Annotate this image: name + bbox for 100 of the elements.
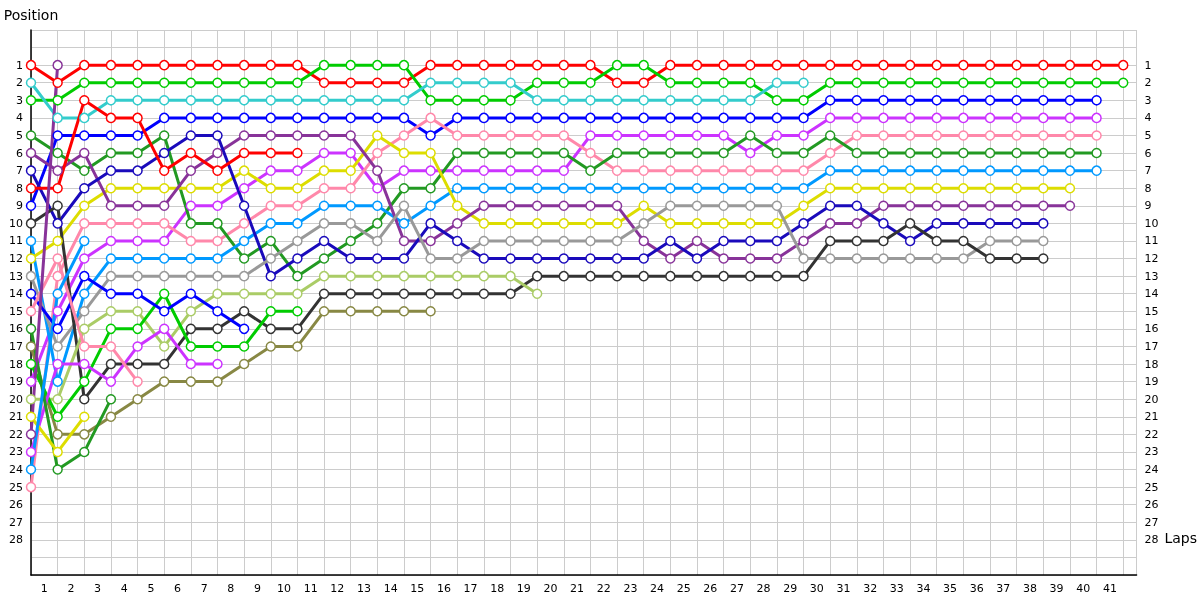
point [158,200,170,212]
y2-tick-label: 1 [1144,58,1152,72]
point [745,182,756,194]
point [185,95,197,106]
point [398,218,410,229]
point [1064,112,1076,124]
point [1011,147,1022,159]
point [212,200,223,212]
point [585,253,596,264]
point [318,306,330,317]
point [718,218,729,229]
point [451,147,463,159]
point [79,59,90,71]
x-tick-label: 35 [943,582,958,595]
point [425,306,436,317]
point [585,147,596,159]
point [691,59,703,71]
point [105,182,117,194]
y-tick-label: 1 [16,58,23,72]
point [611,253,623,264]
point [292,130,303,141]
point [292,218,303,229]
point [265,165,277,176]
y2-tick-label: 28 [1144,533,1159,547]
point [984,200,996,212]
point [398,147,410,159]
point [372,200,383,212]
y2-tick-label: 24 [1144,463,1159,477]
point [718,130,729,141]
point [851,253,863,264]
point [851,235,863,247]
point [52,429,63,440]
point [292,112,303,124]
point [691,235,703,247]
y2-tick-label: 14 [1144,287,1159,301]
x-tick-label: 41 [1102,582,1117,595]
point [451,112,463,124]
point [25,218,37,229]
point [771,218,783,229]
point [745,165,756,176]
point [238,77,250,88]
point [851,95,863,106]
point [79,341,90,352]
point [558,77,570,88]
point [958,59,969,71]
x-tick-label: 7 [200,582,208,595]
point [292,147,303,159]
x-tick-label: 29 [783,582,798,595]
point [505,147,516,159]
point [451,59,463,71]
point [372,147,383,159]
point [345,95,356,106]
point [158,77,170,88]
point [212,323,223,335]
point [265,341,277,352]
point [372,165,383,176]
point [185,147,197,159]
point [451,235,463,247]
point [718,147,729,159]
x-tick-label: 4 [120,582,128,595]
point [611,235,623,247]
point [531,235,543,247]
point [105,270,117,282]
point [185,130,197,141]
y2-tick-label: 7 [1144,164,1152,178]
point [531,182,543,194]
point [718,77,729,88]
point [158,59,170,71]
point [638,235,649,247]
point [372,112,383,124]
point [398,130,410,141]
point [345,270,356,282]
x-tick-label: 34 [916,582,931,595]
y-tick-label: 12 [9,252,23,266]
y-tick-label: 11 [9,234,23,248]
point [79,306,90,317]
point [558,235,570,247]
point [958,77,969,88]
point [958,130,969,141]
point [691,182,703,194]
point [984,218,996,229]
x-tick-label: 12 [330,582,345,595]
point [52,130,63,141]
point [984,95,996,106]
point [292,200,303,212]
point [931,218,942,229]
point [79,376,90,387]
point [531,218,543,229]
point [318,165,330,176]
point [238,182,250,194]
point [238,147,250,159]
point [771,112,783,124]
point [132,147,143,159]
point [318,253,330,264]
point [398,200,410,212]
x-axis-title: Laps [1164,530,1197,546]
point [265,323,277,335]
point [105,147,117,159]
point [398,306,410,317]
point [718,165,729,176]
